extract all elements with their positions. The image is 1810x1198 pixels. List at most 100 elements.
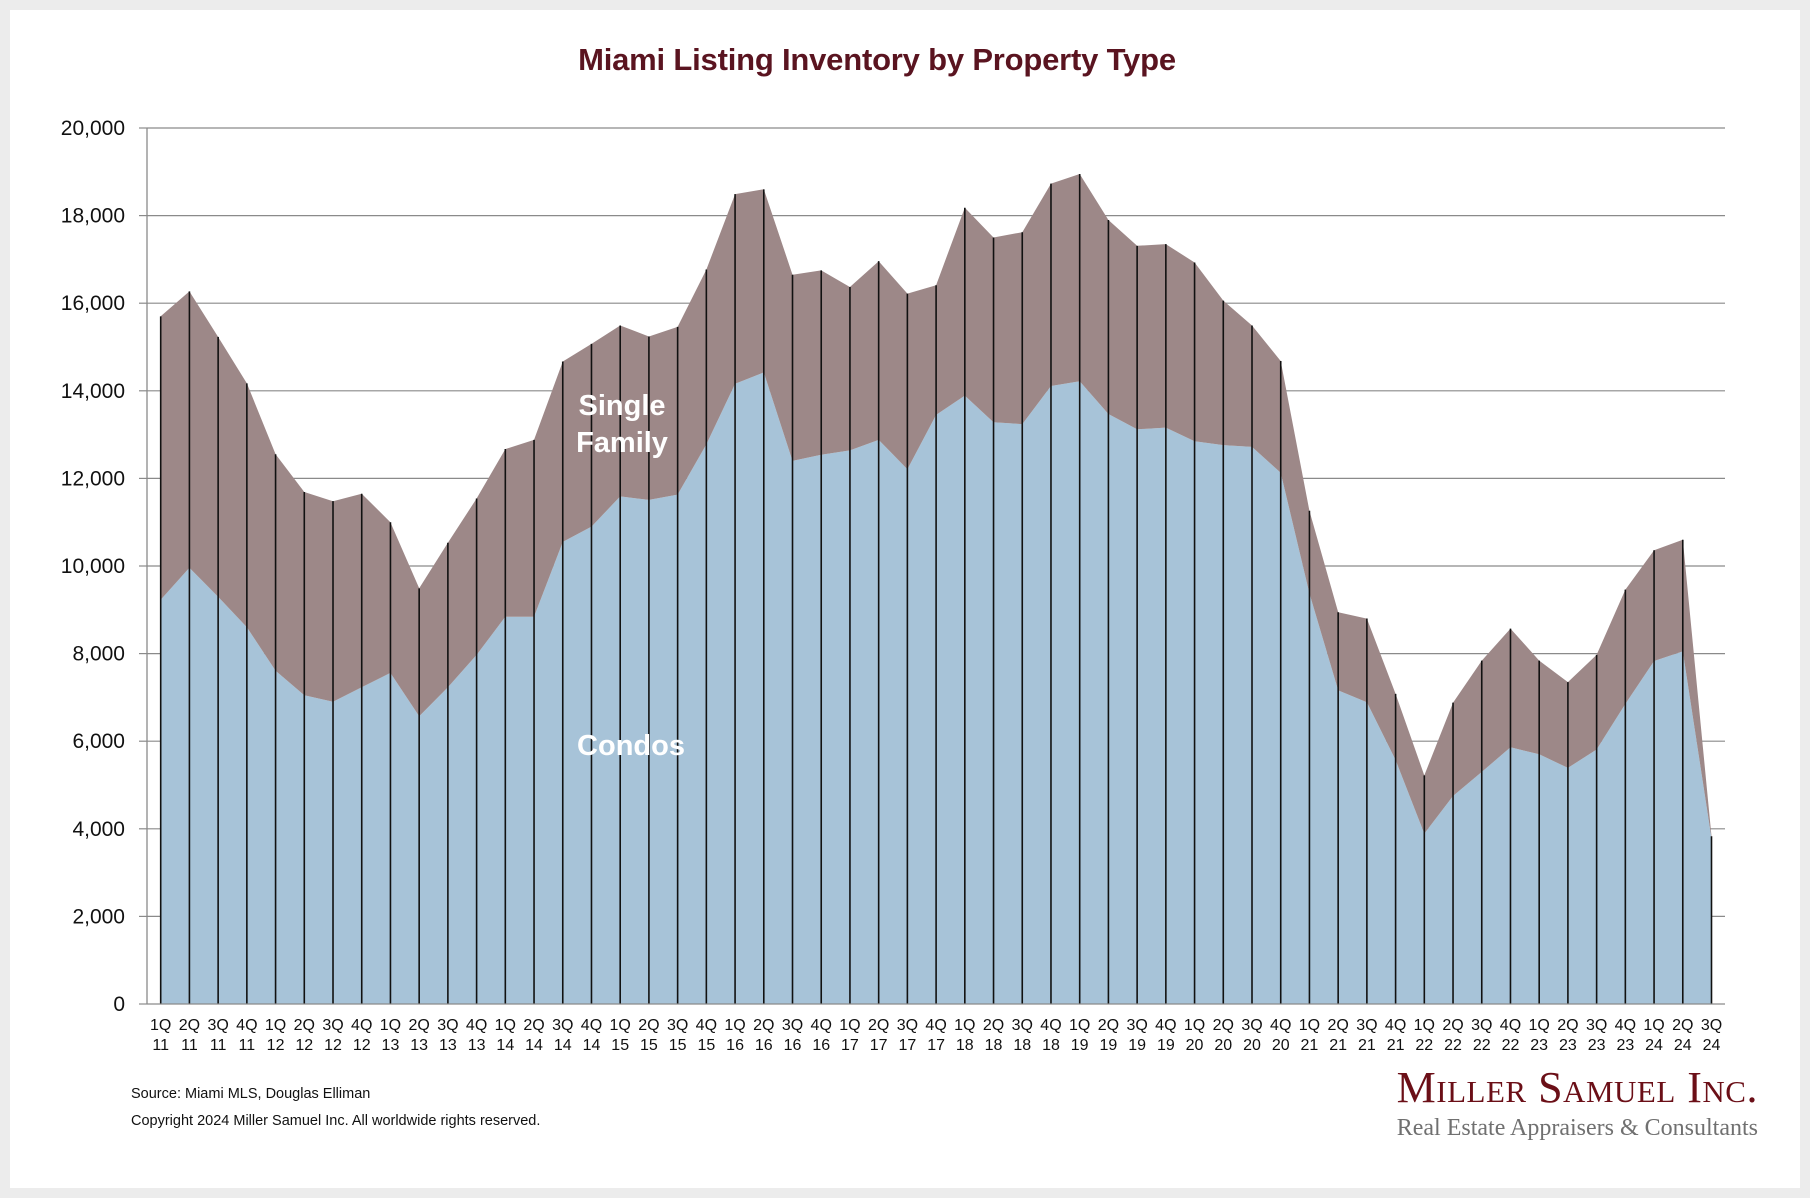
x-tick-label-year: 20 [1272, 1037, 1290, 1054]
x-tick-label-year: 14 [554, 1037, 572, 1054]
x-tick-label-quarter: 1Q [150, 1017, 171, 1034]
x-tick-label-quarter: 2Q [1213, 1017, 1234, 1034]
y-tick-labels: 0 2,000 4,000 6,000 8,000 10,000 12,000 14,000 1… [61, 117, 125, 1016]
x-tick-label-quarter: 2Q [1327, 1017, 1348, 1034]
x-tick-label-year: 11 [152, 1037, 169, 1054]
x-tick-label-year: 16 [726, 1037, 744, 1054]
x-tick-label-quarter: 2Q [179, 1017, 200, 1034]
y-tick-label: 14,000 [61, 380, 125, 403]
x-tick-label-quarter: 4Q [236, 1017, 257, 1034]
x-tick-label-quarter: 2Q [294, 1017, 315, 1034]
x-tick-label-year: 24 [1703, 1037, 1721, 1054]
single-family-label: Family [576, 427, 668, 459]
x-tick-label-year: 11 [239, 1037, 256, 1054]
x-tick-label-quarter: 3Q [1471, 1017, 1492, 1034]
x-tick-label-year: 20 [1214, 1037, 1232, 1054]
x-tick-label-year: 21 [1387, 1037, 1405, 1054]
x-tick-label-quarter: 1Q [1184, 1017, 1205, 1034]
x-tick-label-quarter: 3Q [667, 1017, 688, 1034]
x-tick-label-quarter: 4Q [811, 1017, 832, 1034]
y-tick-label: 10,000 [61, 555, 125, 578]
x-tick-label-quarter: 1Q [1414, 1017, 1435, 1034]
x-tick-label-year: 14 [525, 1037, 543, 1054]
x-tick-label-quarter: 1Q [1299, 1017, 1320, 1034]
x-tick-label-quarter: 3Q [552, 1017, 573, 1034]
x-tick-label-quarter: 3Q [1586, 1017, 1607, 1034]
copyright-note: Copyright 2024 Miller Samuel Inc. All wo… [131, 1113, 541, 1129]
x-tick-label-year: 15 [697, 1037, 715, 1054]
logo-tagline: Real Estate Appraisers & Consultants [1396, 1115, 1758, 1141]
x-tick-label-quarter: 2Q [753, 1017, 774, 1034]
x-tick-label-year: 16 [784, 1037, 802, 1054]
x-tick-label-year: 14 [583, 1037, 601, 1054]
x-tick-label-quarter: 2Q [1442, 1017, 1463, 1034]
x-tick-label-quarter: 1Q [610, 1017, 631, 1034]
x-tick-label-quarter: 4Q [1270, 1017, 1291, 1034]
x-tick-label-year: 19 [1100, 1037, 1118, 1054]
x-tick-label-year: 19 [1071, 1037, 1089, 1054]
x-tick-label-quarter: 2Q [638, 1017, 659, 1034]
x-tick-label-quarter: 2Q [868, 1017, 889, 1034]
x-tick-label-quarter: 4Q [1385, 1017, 1406, 1034]
x-tick-label-quarter: 3Q [1012, 1017, 1033, 1034]
x-tick-label-year: 12 [324, 1037, 342, 1054]
x-tick-label-year: 15 [611, 1037, 629, 1054]
x-tick-label-year: 23 [1616, 1037, 1634, 1054]
x-tick-label-year: 18 [1013, 1037, 1031, 1054]
x-tick-label-year: 17 [841, 1037, 859, 1054]
x-tick-label-year: 21 [1301, 1037, 1319, 1054]
x-tick-label-quarter: 3Q [782, 1017, 803, 1034]
x-tick-label-quarter: 4Q [1615, 1017, 1636, 1034]
x-tick-label-quarter: 1Q [724, 1017, 745, 1034]
x-tick-label-quarter: 1Q [265, 1017, 286, 1034]
x-tick-label-quarter: 4Q [925, 1017, 946, 1034]
x-tick-label-quarter: 1Q [954, 1017, 975, 1034]
x-tick-label-quarter: 4Q [351, 1017, 372, 1034]
x-tick-label-quarter: 1Q [1069, 1017, 1090, 1034]
x-tick-label-year: 12 [267, 1037, 285, 1054]
y-tick-label: 2,000 [72, 905, 125, 928]
x-tick-label-quarter: 4Q [581, 1017, 602, 1034]
x-tick-label-quarter: 4Q [1500, 1017, 1521, 1034]
x-tick-label-quarter: 3Q [207, 1017, 228, 1034]
x-tick-label-quarter: 3Q [897, 1017, 918, 1034]
x-tick-label-year: 13 [382, 1037, 400, 1054]
x-tick-label-quarter: 3Q [1241, 1017, 1262, 1034]
x-tick-label-year: 13 [468, 1037, 486, 1054]
x-tick-label-year: 16 [812, 1037, 830, 1054]
x-tick-label-year: 13 [439, 1037, 457, 1054]
company-logo: Miller Samuel Inc. Real Estate Appraiser… [1396, 1063, 1758, 1141]
x-tick-label-quarter: 3Q [1126, 1017, 1147, 1034]
x-tick-label-year: 17 [898, 1037, 916, 1054]
x-tick-label-year: 18 [985, 1037, 1003, 1054]
y-tick-label: 0 [113, 993, 125, 1016]
x-tick-label-year: 22 [1473, 1037, 1491, 1054]
x-tick-label-quarter: 2Q [1672, 1017, 1693, 1034]
x-tick-label-year: 12 [295, 1037, 313, 1054]
x-tick-label-year: 11 [181, 1037, 198, 1054]
x-tick-label-year: 22 [1444, 1037, 1462, 1054]
y-tick-label: 20,000 [61, 117, 125, 140]
x-tick-label-year: 23 [1559, 1037, 1577, 1054]
condos-label: Condos [577, 730, 685, 762]
logo-name: Miller Samuel Inc. [1396, 1063, 1758, 1112]
x-tick-label-year: 18 [956, 1037, 974, 1054]
x-tick-label-year: 20 [1186, 1037, 1204, 1054]
x-tick-label-year: 19 [1157, 1037, 1175, 1054]
x-tick-label-year: 17 [927, 1037, 945, 1054]
x-tick-label-quarter: 3Q [1356, 1017, 1377, 1034]
x-tick-label-year: 24 [1645, 1037, 1663, 1054]
x-tick-label-quarter: 2Q [1557, 1017, 1578, 1034]
axes [139, 127, 1725, 1005]
x-tick-label-year: 16 [755, 1037, 773, 1054]
x-tick-label-year: 15 [669, 1037, 687, 1054]
x-tick-label-year: 22 [1502, 1037, 1520, 1054]
y-tick-label: 12,000 [61, 467, 125, 490]
x-tick-label-year: 23 [1588, 1037, 1606, 1054]
y-tick-label: 18,000 [61, 205, 125, 228]
x-tick-label-year: 20 [1243, 1037, 1261, 1054]
x-tick-label-year: 15 [640, 1037, 658, 1054]
y-tick-label: 4,000 [72, 818, 125, 841]
x-tick-label-year: 14 [496, 1037, 514, 1054]
